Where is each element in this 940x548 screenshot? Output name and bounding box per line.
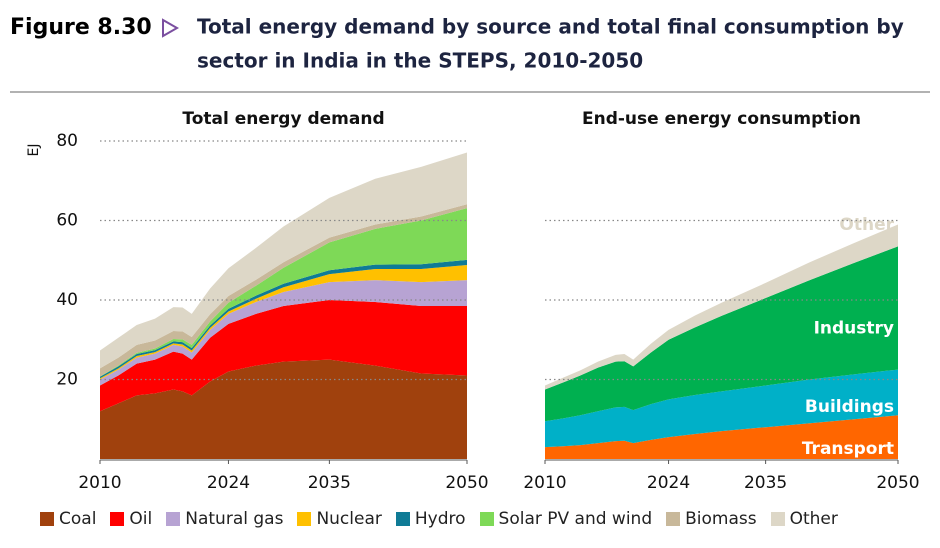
series-label: Industry [814, 319, 894, 339]
x-tick-label: 2024 [647, 473, 690, 493]
legend-swatch [479, 512, 494, 526]
legend-item: Nuclear [297, 509, 382, 529]
figure-marker [162, 18, 180, 38]
legend: Coal Oil Natural gas Nuclear Hydro Solar PV a… [40, 509, 838, 529]
area [545, 415, 898, 459]
area [100, 280, 467, 386]
y-tick-label: 80 [56, 131, 78, 151]
chart-title: Total energy demand [182, 109, 384, 129]
legend-label: Nuclear [316, 509, 382, 529]
legend-label: Hydro [414, 509, 466, 529]
legend-label: Natural gas [185, 509, 284, 529]
legend-item: Other [770, 509, 838, 529]
chart-title: End-use energy consumption [582, 109, 861, 129]
figure-label: Figure 8.30 [10, 15, 152, 40]
legend-item: Natural gas [166, 509, 283, 529]
legend-swatch [110, 512, 125, 526]
legend-swatch [395, 512, 410, 526]
area [545, 246, 898, 422]
figure-title: Total energy demand by source and total … [197, 15, 904, 39]
x-tick-label: 2050 [445, 473, 488, 493]
area [100, 265, 467, 380]
x-tick-label: 2050 [876, 473, 919, 493]
legend-label: Coal [59, 509, 97, 529]
area [100, 300, 467, 412]
x-tick-label: 2010 [78, 473, 121, 493]
legend-item: Biomass [666, 509, 757, 529]
x-tick-label: 2035 [744, 473, 787, 493]
y-tick-label: 20 [56, 370, 78, 390]
area [545, 369, 898, 448]
legend-item: Solar PV and wind [479, 509, 653, 529]
legend-swatch [770, 512, 785, 526]
x-tick-label: 2024 [207, 473, 250, 493]
series-label: Transport [802, 439, 894, 459]
legend-label: Other [789, 509, 838, 529]
area [100, 359, 467, 459]
legend-label: Biomass [685, 509, 757, 529]
series-label: Buildings [805, 397, 894, 417]
legend-label: Solar PV and wind [498, 509, 653, 529]
legend-swatch [297, 512, 312, 526]
legend-item: Oil [110, 509, 152, 529]
y-tick-label: 60 [56, 211, 78, 231]
series-label: Other [839, 215, 894, 235]
legend-swatch [666, 512, 681, 526]
legend-swatch [40, 512, 54, 526]
y-tick-label: 40 [56, 290, 78, 310]
legend-item: Hydro [395, 509, 466, 529]
y-axis-label: EJ [26, 144, 42, 157]
area [545, 224, 898, 390]
legend-label: Oil [129, 509, 153, 529]
figure-title: sector in India in the STEPS, 2010-2050 [197, 49, 643, 73]
x-tick-label: 2035 [308, 473, 351, 493]
area [100, 259, 467, 379]
area [100, 208, 467, 377]
figure: Figure 8.30 Total energy demand by sourc… [10, 15, 930, 493]
area [100, 152, 467, 369]
legend-swatch [166, 512, 181, 526]
x-tick-label: 2010 [523, 473, 566, 493]
legend-item: Coal [40, 509, 96, 529]
